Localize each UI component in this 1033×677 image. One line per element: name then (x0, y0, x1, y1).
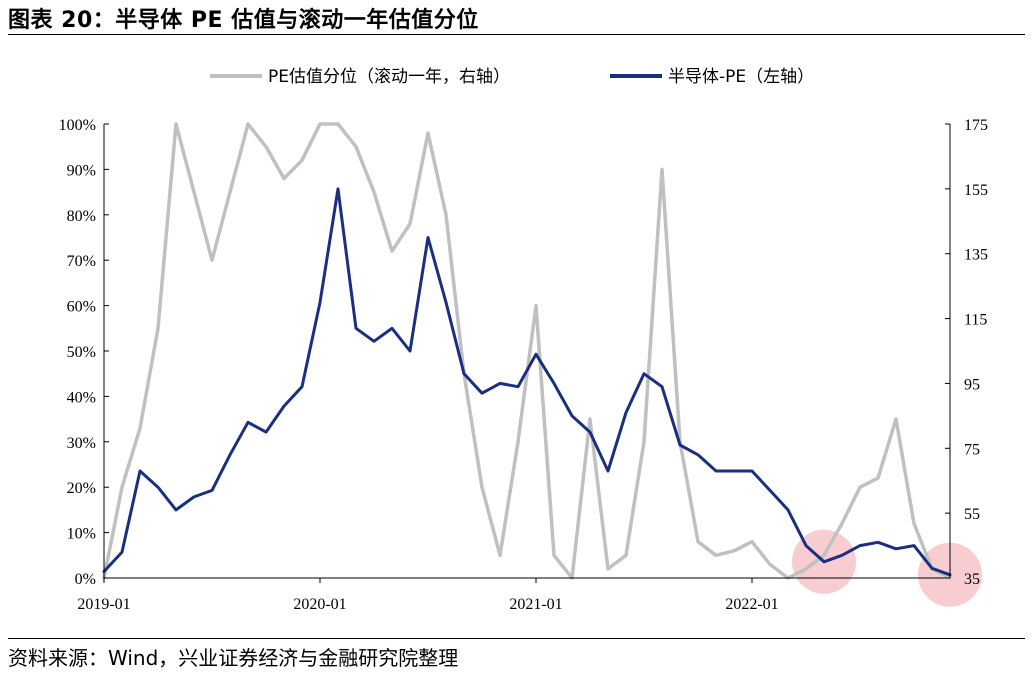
source-rule (8, 638, 1025, 639)
x-tick-label: 2020-01 (293, 596, 346, 613)
right-tick-label: 55 (964, 506, 980, 523)
right-tick-label: 155 (964, 182, 988, 199)
left-tick-label: 0% (75, 571, 96, 588)
x-tick-label: 2021-01 (509, 596, 562, 613)
left-tick-label: 80% (67, 208, 96, 225)
right-tick-label: 35 (964, 571, 980, 588)
chart-title: 图表 20：半导体 PE 估值与滚动一年估值分位 (8, 8, 479, 33)
right-tick-label: 175 (964, 117, 988, 134)
right-tick-label: 75 (964, 441, 980, 458)
left-tick-label: 20% (67, 480, 96, 497)
pe-series-line (102, 187, 952, 577)
source-note: 资料来源：Wind，兴业证券经济与金融研究院整理 (8, 646, 459, 670)
left-tick-label: 90% (67, 162, 96, 179)
left-tick-label: 30% (67, 435, 96, 452)
highlight-layer (792, 529, 982, 607)
right-tick-label: 115 (964, 312, 987, 329)
legend-label: PE估值分位（滚动一年，右轴） (268, 67, 510, 87)
right-tick-label: 95 (964, 376, 980, 393)
left-tick-label: 10% (67, 526, 96, 543)
legend-item-percentile: PE估值分位（滚动一年，右轴） (210, 67, 510, 87)
x-tick-label: 2019-01 (77, 596, 130, 613)
left-tick-label: 100% (59, 117, 96, 134)
axes-layer: 100% 90% 80% 70% 60% 50% 40% 30% 20% 10% 0% 175 155 1… (59, 117, 988, 613)
legend-item-pe: 半导体-PE（左轴） (610, 67, 814, 87)
title-rule (8, 34, 1025, 35)
x-tick-label: 2022-01 (725, 596, 778, 613)
legend: PE估值分位（滚动一年，右轴） 半导体-PE（左轴） (210, 67, 814, 87)
left-tick-label: 60% (67, 299, 96, 316)
left-tick-label: 40% (67, 389, 96, 406)
left-tick-label: 70% (67, 253, 96, 270)
series-layer (102, 122, 952, 580)
right-tick-label: 135 (964, 247, 988, 264)
legend-label: 半导体-PE（左轴） (668, 67, 814, 87)
percentile-series-line (102, 122, 952, 580)
left-tick-label: 50% (67, 344, 96, 361)
